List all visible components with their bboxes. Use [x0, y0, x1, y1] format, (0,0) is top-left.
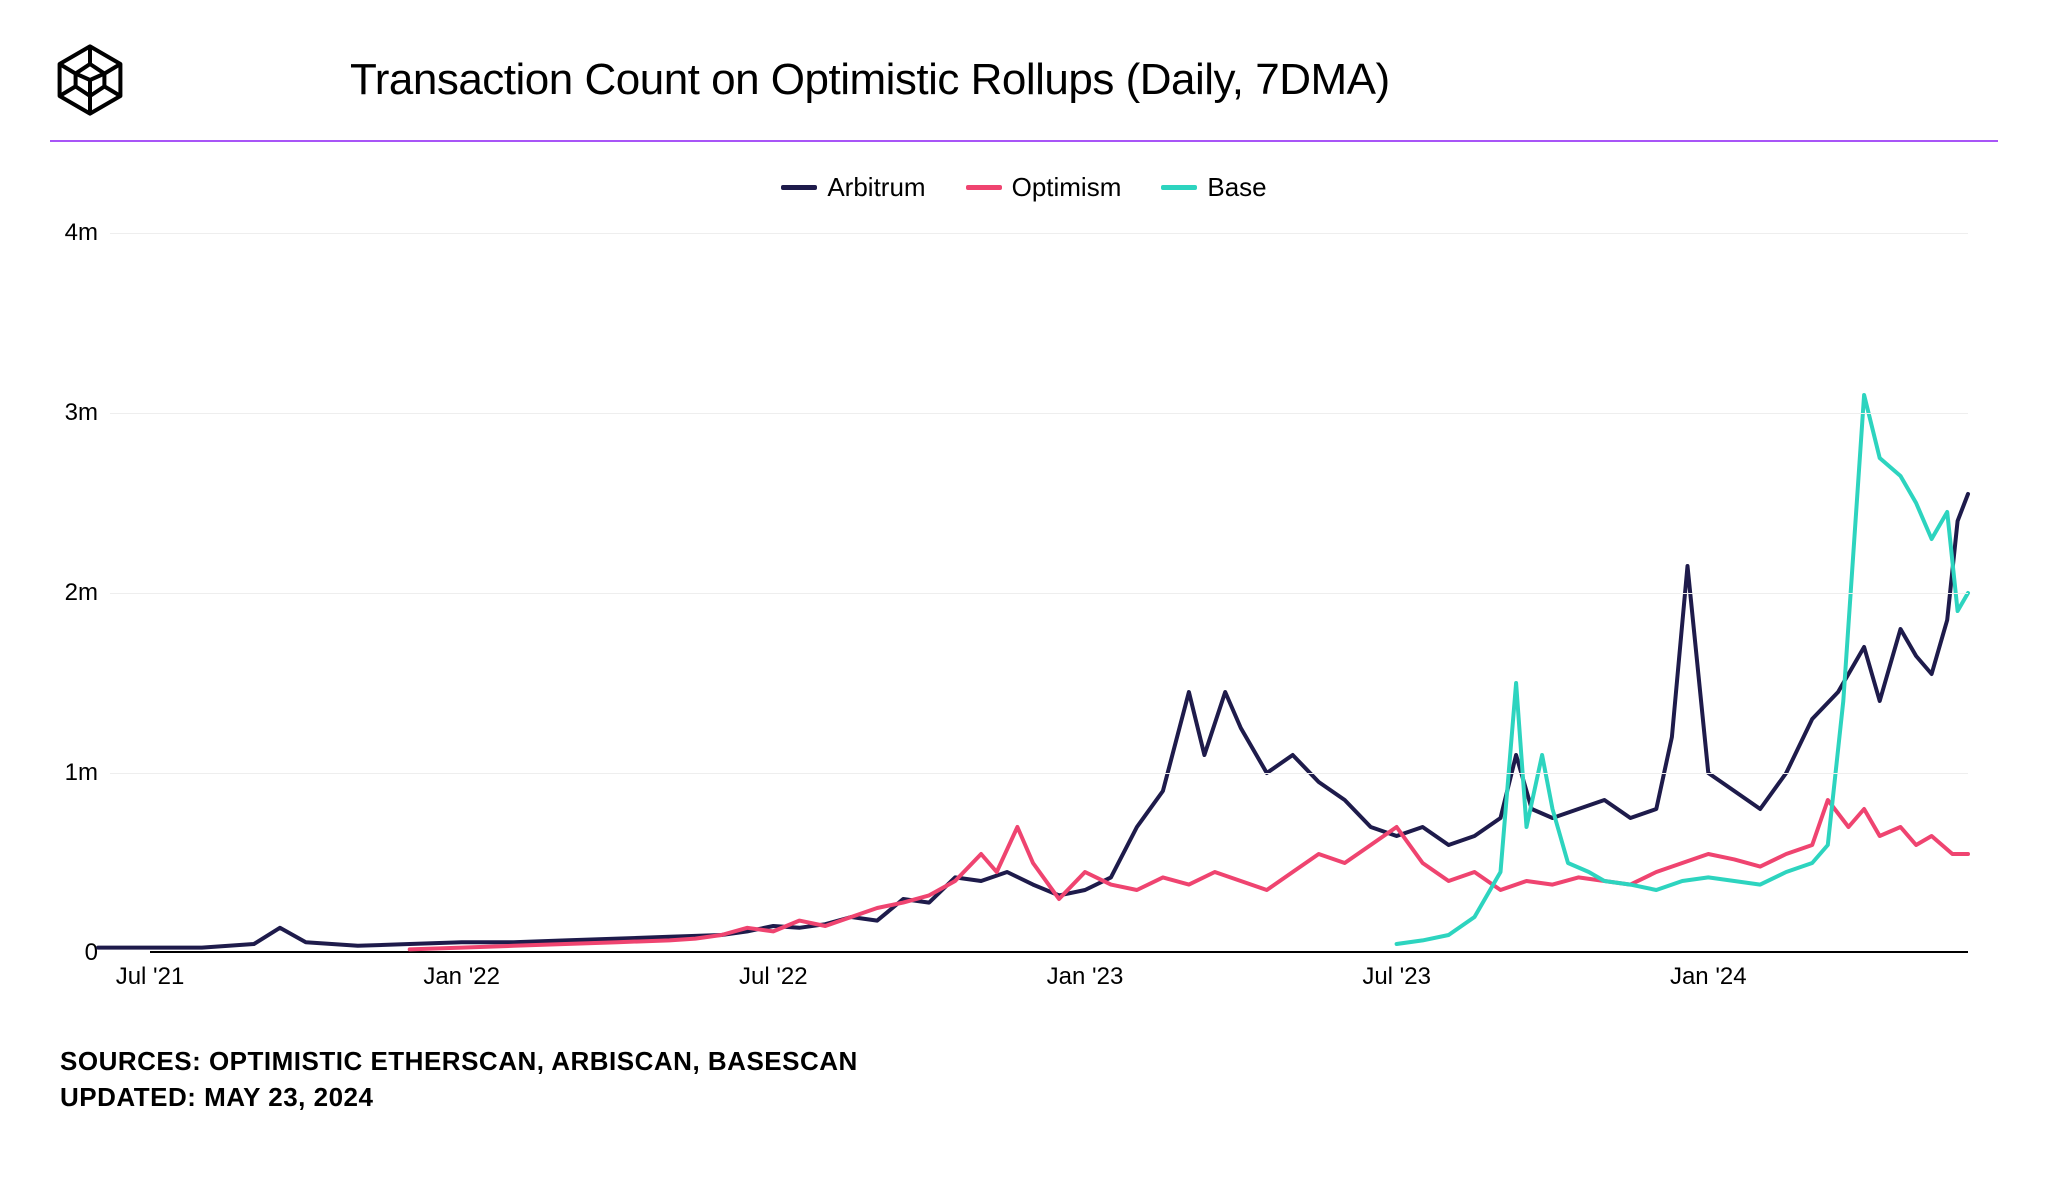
x-tick-label: Jan '24: [1670, 963, 1747, 991]
x-tick-label: Jul '23: [1362, 963, 1431, 991]
x-tick-label: Jan '22: [423, 963, 500, 991]
legend-swatch: [1161, 185, 1197, 190]
legend-label: Base: [1207, 172, 1266, 203]
legend-swatch: [966, 185, 1002, 190]
grid-line: [110, 233, 1968, 234]
legend-item: Base: [1161, 172, 1266, 203]
chart-plot-area: 01m2m3m4m: [110, 233, 1968, 953]
x-tick-label: Jan '23: [1047, 963, 1124, 991]
x-axis: Jul '21Jan '22Jul '22Jan '23Jul '23Jan '…: [150, 963, 1968, 1013]
y-axis: 01m2m3m4m: [50, 233, 110, 953]
sources-text: SOURCES: OPTIMISTIC ETHERSCAN, ARBISCAN,…: [60, 1043, 1998, 1079]
x-tick-label: Jul '21: [116, 963, 185, 991]
series-line: [410, 800, 1968, 949]
chart-title: Transaction Count on Optimistic Rollups …: [350, 55, 1390, 105]
header: Transaction Count on Optimistic Rollups …: [50, 40, 1998, 120]
legend-label: Arbitrum: [827, 172, 925, 203]
header-divider: [50, 140, 1998, 142]
legend-item: Optimism: [966, 172, 1122, 203]
updated-text: UPDATED: MAY 23, 2024: [60, 1079, 1998, 1115]
grid-line: [110, 593, 1968, 594]
footer: SOURCES: OPTIMISTIC ETHERSCAN, ARBISCAN,…: [60, 1043, 1998, 1116]
legend-swatch: [781, 185, 817, 190]
legend-label: Optimism: [1012, 172, 1122, 203]
y-tick-label: 3m: [65, 399, 98, 427]
grid-line: [110, 413, 1968, 414]
legend-item: Arbitrum: [781, 172, 925, 203]
y-tick-label: 1m: [65, 759, 98, 787]
x-tick-label: Jul '22: [739, 963, 808, 991]
logo-icon: [50, 40, 130, 120]
y-tick-label: 4m: [65, 219, 98, 247]
legend: Arbitrum Optimism Base: [50, 172, 1998, 203]
grid-line: [110, 773, 1968, 774]
y-tick-label: 0: [85, 939, 98, 967]
y-tick-label: 2m: [65, 579, 98, 607]
